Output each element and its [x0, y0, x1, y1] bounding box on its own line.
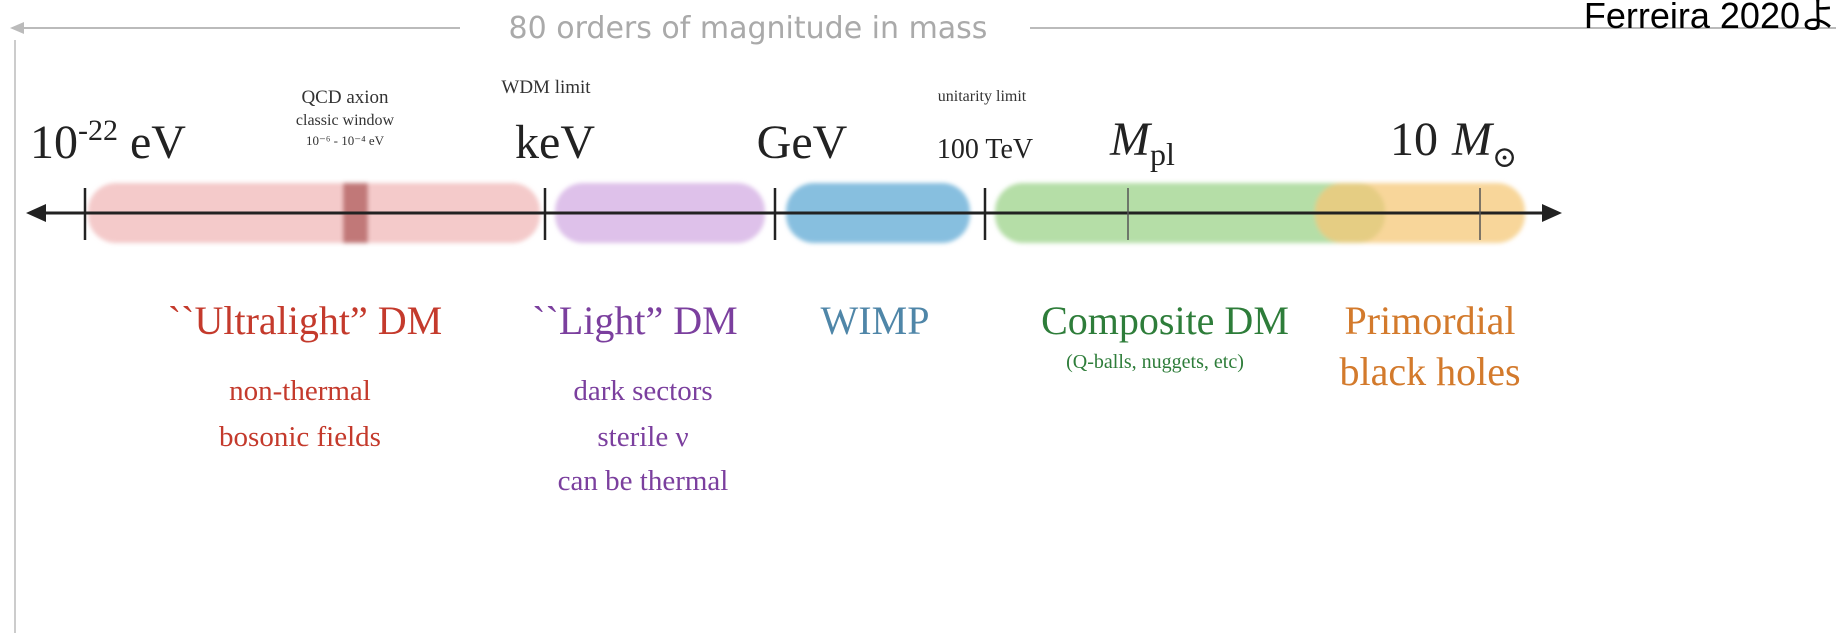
text-part: ⊙	[1492, 141, 1517, 174]
category-line: bosonic fields	[219, 421, 381, 453]
annotation: 10⁻⁶ - 10⁻⁴ eV	[306, 133, 385, 148]
category-line: sterile ν	[597, 421, 688, 453]
credit: Ferreira 2020よ	[1584, 0, 1836, 36]
scale-label: 10 M⊙	[1390, 113, 1517, 174]
annotation: classic window	[296, 112, 395, 129]
text-part: pl	[1150, 136, 1175, 172]
category-line: dark sectors	[573, 375, 712, 407]
header-title: 80 orders of magnitude in mass	[509, 11, 988, 46]
category-line: can be thermal	[558, 465, 729, 497]
category-line: black holes	[1339, 349, 1520, 394]
axis-arrow	[26, 204, 46, 222]
category-line: non-thermal	[229, 375, 371, 407]
category-name: WIMP	[821, 298, 930, 343]
category-name: ``Ultralight” DM	[168, 298, 442, 343]
scale-label: 10-22 eV	[30, 114, 186, 169]
header-arrow	[10, 22, 24, 34]
scale-label: GeV	[757, 116, 848, 169]
text-part: M	[1109, 113, 1153, 166]
annotation: WDM limit	[501, 77, 591, 98]
text-part: M	[1451, 113, 1495, 166]
category-line: (Q-balls, nuggets, etc)	[1066, 351, 1244, 373]
text-part: -22	[78, 114, 118, 147]
annotation: QCD axion	[301, 87, 389, 108]
scale-label: Mpl	[1109, 113, 1175, 172]
category-name: ``Light” DM	[532, 298, 738, 343]
annotation: unitarity limit	[938, 88, 1027, 105]
axis-arrow	[1542, 204, 1562, 222]
category-name: Composite DM	[1041, 298, 1289, 343]
text-part: 10	[30, 116, 78, 169]
text-part: eV	[130, 116, 186, 169]
scale-label: keV	[515, 116, 595, 169]
axis-ticks	[83, 188, 1481, 240]
text-part: 10	[1390, 113, 1438, 166]
category-name: Primordial	[1344, 298, 1515, 343]
scale-label: 100 TeV	[937, 134, 1033, 165]
